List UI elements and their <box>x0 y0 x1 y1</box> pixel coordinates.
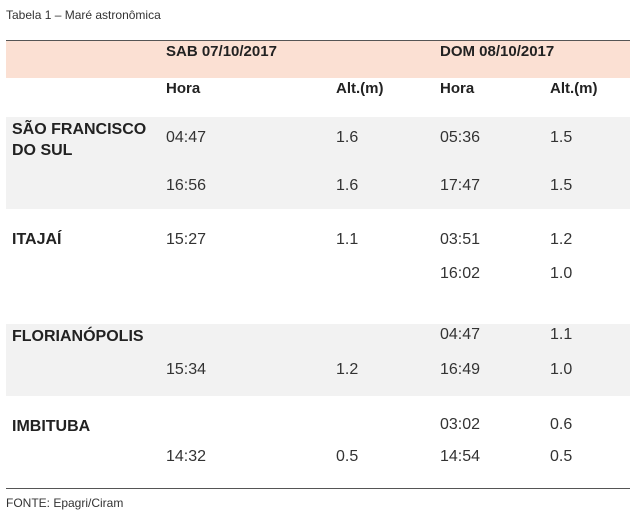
source-note: FONTE: Epagri/Ciram <box>6 496 124 510</box>
table-cell: 1.5 <box>550 177 573 194</box>
table-cell: 15:27 <box>166 231 207 248</box>
table-cell: 1.1 <box>550 326 573 343</box>
table-cell: 0.5 <box>550 448 573 465</box>
tide-table: SAB 07/10/2017 DOM 08/10/2017 Hora Alt.(… <box>6 40 630 489</box>
table-cell: 05:36 <box>440 129 481 146</box>
date-sunday: DOM 08/10/2017 <box>440 43 555 60</box>
location-block: FLORIANÓPOLIS 04:47 1.1 15:34 1.2 16:49 … <box>6 324 630 396</box>
table-cell: 1.2 <box>336 361 359 378</box>
hora-header-1: Hora <box>166 80 201 97</box>
table-cell: 1.1 <box>336 231 359 248</box>
table-cell: 0.5 <box>336 448 359 465</box>
table-cell: 1.0 <box>550 265 573 282</box>
location-block: ITAJAÍ 15:27 1.1 03:51 1.2 16:02 1.0 <box>6 209 630 324</box>
location-name: IMBITUBA <box>12 418 91 435</box>
table-cell: 14:32 <box>166 448 207 465</box>
table-cell: 04:47 <box>166 129 207 146</box>
table-cell: 03:02 <box>440 416 481 433</box>
table-cell: 04:47 <box>440 326 481 343</box>
table-cell: 1.6 <box>336 129 359 146</box>
table-cell: 0.6 <box>550 416 573 433</box>
table-cell: 03:51 <box>440 231 481 248</box>
alt-header-1: Alt.(m) <box>336 80 384 97</box>
column-header-row: Hora Alt.(m) Hora Alt.(m) <box>6 78 630 115</box>
location-block: SÃO FRANCISCO DO SUL 04:47 1.6 05:36 1.5… <box>6 117 630 209</box>
table-cell: 1.2 <box>550 231 573 248</box>
table-cell: 1.5 <box>550 129 573 146</box>
table-cell: 16:56 <box>166 177 207 194</box>
table-cell: 1.0 <box>550 361 573 378</box>
table-caption: Tabela 1 – Maré astronômica <box>6 8 161 22</box>
date-header-row: SAB 07/10/2017 DOM 08/10/2017 <box>6 41 630 78</box>
table-cell: 1.6 <box>336 177 359 194</box>
bottom-rule <box>6 488 630 489</box>
location-name: SÃO FRANCISCO DO SUL <box>12 121 147 159</box>
table-cell: 16:02 <box>440 265 481 282</box>
table-cell: 14:54 <box>440 448 481 465</box>
location-name: ITAJAÍ <box>12 231 62 248</box>
alt-header-2: Alt.(m) <box>550 80 598 97</box>
date-saturday: SAB 07/10/2017 <box>166 43 277 60</box>
hora-header-2: Hora <box>440 80 475 97</box>
location-block: IMBITUBA 03:02 0.6 14:32 0.5 14:54 0.5 <box>6 396 630 488</box>
top-rule <box>6 40 630 41</box>
table-cell: 17:47 <box>440 177 481 194</box>
table-cell: 16:49 <box>440 361 481 378</box>
location-name: FLORIANÓPOLIS <box>12 328 144 345</box>
table-cell: 15:34 <box>166 361 207 378</box>
